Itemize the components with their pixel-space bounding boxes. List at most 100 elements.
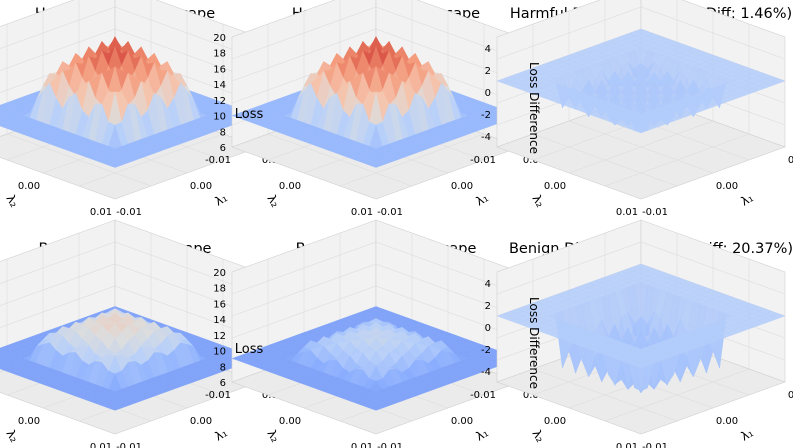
surface — [496, 28, 786, 134]
y-tick-label: -0.01 — [205, 155, 231, 166]
z-tick-label: 20 — [213, 33, 226, 44]
surface-facet — [108, 405, 122, 411]
x-axis-label: λ₁ — [738, 190, 755, 208]
y-tick-label: 0.00 — [279, 416, 301, 427]
z-tick-label: -4 — [481, 132, 491, 143]
surface — [496, 263, 786, 394]
chart-panel-4: Benign Base Landscape68101214161820-0.01… — [0, 219, 284, 448]
y-tick-label: -0.01 — [470, 390, 496, 401]
grid-line — [6, 133, 152, 187]
x-tick-label: 0.00 — [451, 416, 473, 427]
y-tick-label: 0.00 — [544, 416, 566, 427]
grid-line — [532, 368, 678, 422]
grid-line — [267, 133, 413, 187]
z-tick-label: 12 — [213, 96, 226, 107]
surface-facet — [0, 349, 5, 353]
z-tick-label: 10 — [213, 112, 226, 123]
grid-line — [78, 133, 224, 187]
z-tick-label: 12 — [213, 331, 226, 342]
z-tick-label: 10 — [213, 347, 226, 358]
z-tick-label: 18 — [213, 49, 226, 60]
grid-line — [496, 6, 786, 60]
grid-line — [0, 241, 260, 295]
x-tick-label: -0.01 — [377, 442, 403, 448]
x-tick-label: -0.01 — [116, 207, 142, 218]
surface — [0, 306, 260, 411]
x-tick-label: 0.01 — [788, 155, 793, 166]
z-tick-label: 16 — [213, 64, 226, 75]
z-tick-label: 8 — [220, 362, 226, 373]
z-tick-label: 16 — [213, 299, 226, 310]
surface-facet — [0, 359, 5, 363]
y-tick-label: 0.01 — [90, 442, 112, 448]
grid-line — [0, 6, 260, 60]
x-tick-label: -0.01 — [642, 442, 668, 448]
grid-line — [231, 241, 521, 295]
x-tick-label: 0.00 — [190, 416, 212, 427]
x-tick-label: 0.00 — [451, 181, 473, 192]
z-tick-label: 6 — [220, 378, 226, 389]
z-tick-label: 2 — [485, 66, 491, 77]
z-tick-label: -2 — [481, 110, 491, 121]
surface — [231, 306, 521, 411]
y-tick-label: 0.01 — [351, 442, 373, 448]
y-tick-label: 0.01 — [616, 207, 638, 218]
z-tick-label: 18 — [213, 284, 226, 295]
y-tick-label: -0.01 — [205, 390, 231, 401]
surface-facet — [0, 121, 5, 125]
grid-line — [231, 285, 521, 339]
grid-line — [604, 133, 750, 187]
x-tick-label: 0.00 — [190, 181, 212, 192]
z-axis-label: Loss — [235, 342, 264, 357]
grid-line — [532, 133, 678, 187]
z-tick-label: 14 — [213, 315, 226, 326]
z-axis-label: Loss Difference — [527, 297, 541, 389]
chart-panel-2: Harmful Tuned Landscape68101214161820-0.… — [205, 0, 545, 218]
x-axis-label: λ₁ — [212, 190, 229, 208]
grid-line — [568, 120, 714, 174]
y-axis-label: λ₂ — [529, 192, 547, 209]
z-tick-label: 14 — [213, 80, 226, 91]
surface-facet — [369, 162, 383, 168]
grid-line — [496, 241, 786, 295]
x-tick-label: 0.00 — [716, 181, 738, 192]
grid-line — [231, 263, 521, 317]
y-tick-label: 0.00 — [18, 181, 40, 192]
surface-facet — [0, 364, 5, 368]
x-tick-label: -0.01 — [642, 207, 668, 218]
x-tick-label: 0.01 — [788, 390, 793, 401]
x-tick-label: 0.00 — [716, 416, 738, 427]
chart-panel-6: Benign Difference (Struct Diff: 20.37%)-… — [470, 219, 793, 448]
z-tick-label: 4 — [485, 44, 491, 55]
z-axis-label: Loss — [235, 107, 264, 122]
y-tick-label: 0.00 — [18, 416, 40, 427]
grid-line — [0, 285, 260, 339]
x-axis-label: λ₁ — [738, 425, 755, 443]
x-axis-label: λ₁ — [473, 190, 490, 208]
x-axis-label: λ₁ — [212, 425, 229, 443]
surface-facet — [369, 405, 383, 411]
y-tick-label: 0.01 — [90, 207, 112, 218]
z-tick-label: 4 — [485, 279, 491, 290]
z-tick-label: 8 — [220, 127, 226, 138]
x-axis-label: λ₁ — [473, 425, 490, 443]
y-axis-label: λ₂ — [529, 427, 547, 444]
y-axis-label: λ₂ — [264, 192, 282, 209]
y-tick-label: 0.00 — [279, 181, 301, 192]
z-tick-label: 20 — [213, 268, 226, 279]
surface-facet — [0, 111, 5, 115]
surface-facet — [634, 128, 648, 134]
z-tick-label: 2 — [485, 301, 491, 312]
z-tick-label: 0 — [485, 323, 491, 334]
surface-facet — [0, 354, 5, 358]
surface-facet — [0, 116, 5, 120]
surface-facet — [108, 162, 122, 168]
grid-line — [339, 133, 485, 187]
grid-line — [0, 263, 260, 317]
x-tick-label: -0.01 — [377, 207, 403, 218]
chart-panel-5: Benign Tuned Landscape68101214161820-0.0… — [205, 219, 545, 448]
y-tick-label: 0.01 — [351, 207, 373, 218]
grid-line — [231, 6, 521, 60]
x-tick-label: -0.01 — [116, 442, 142, 448]
